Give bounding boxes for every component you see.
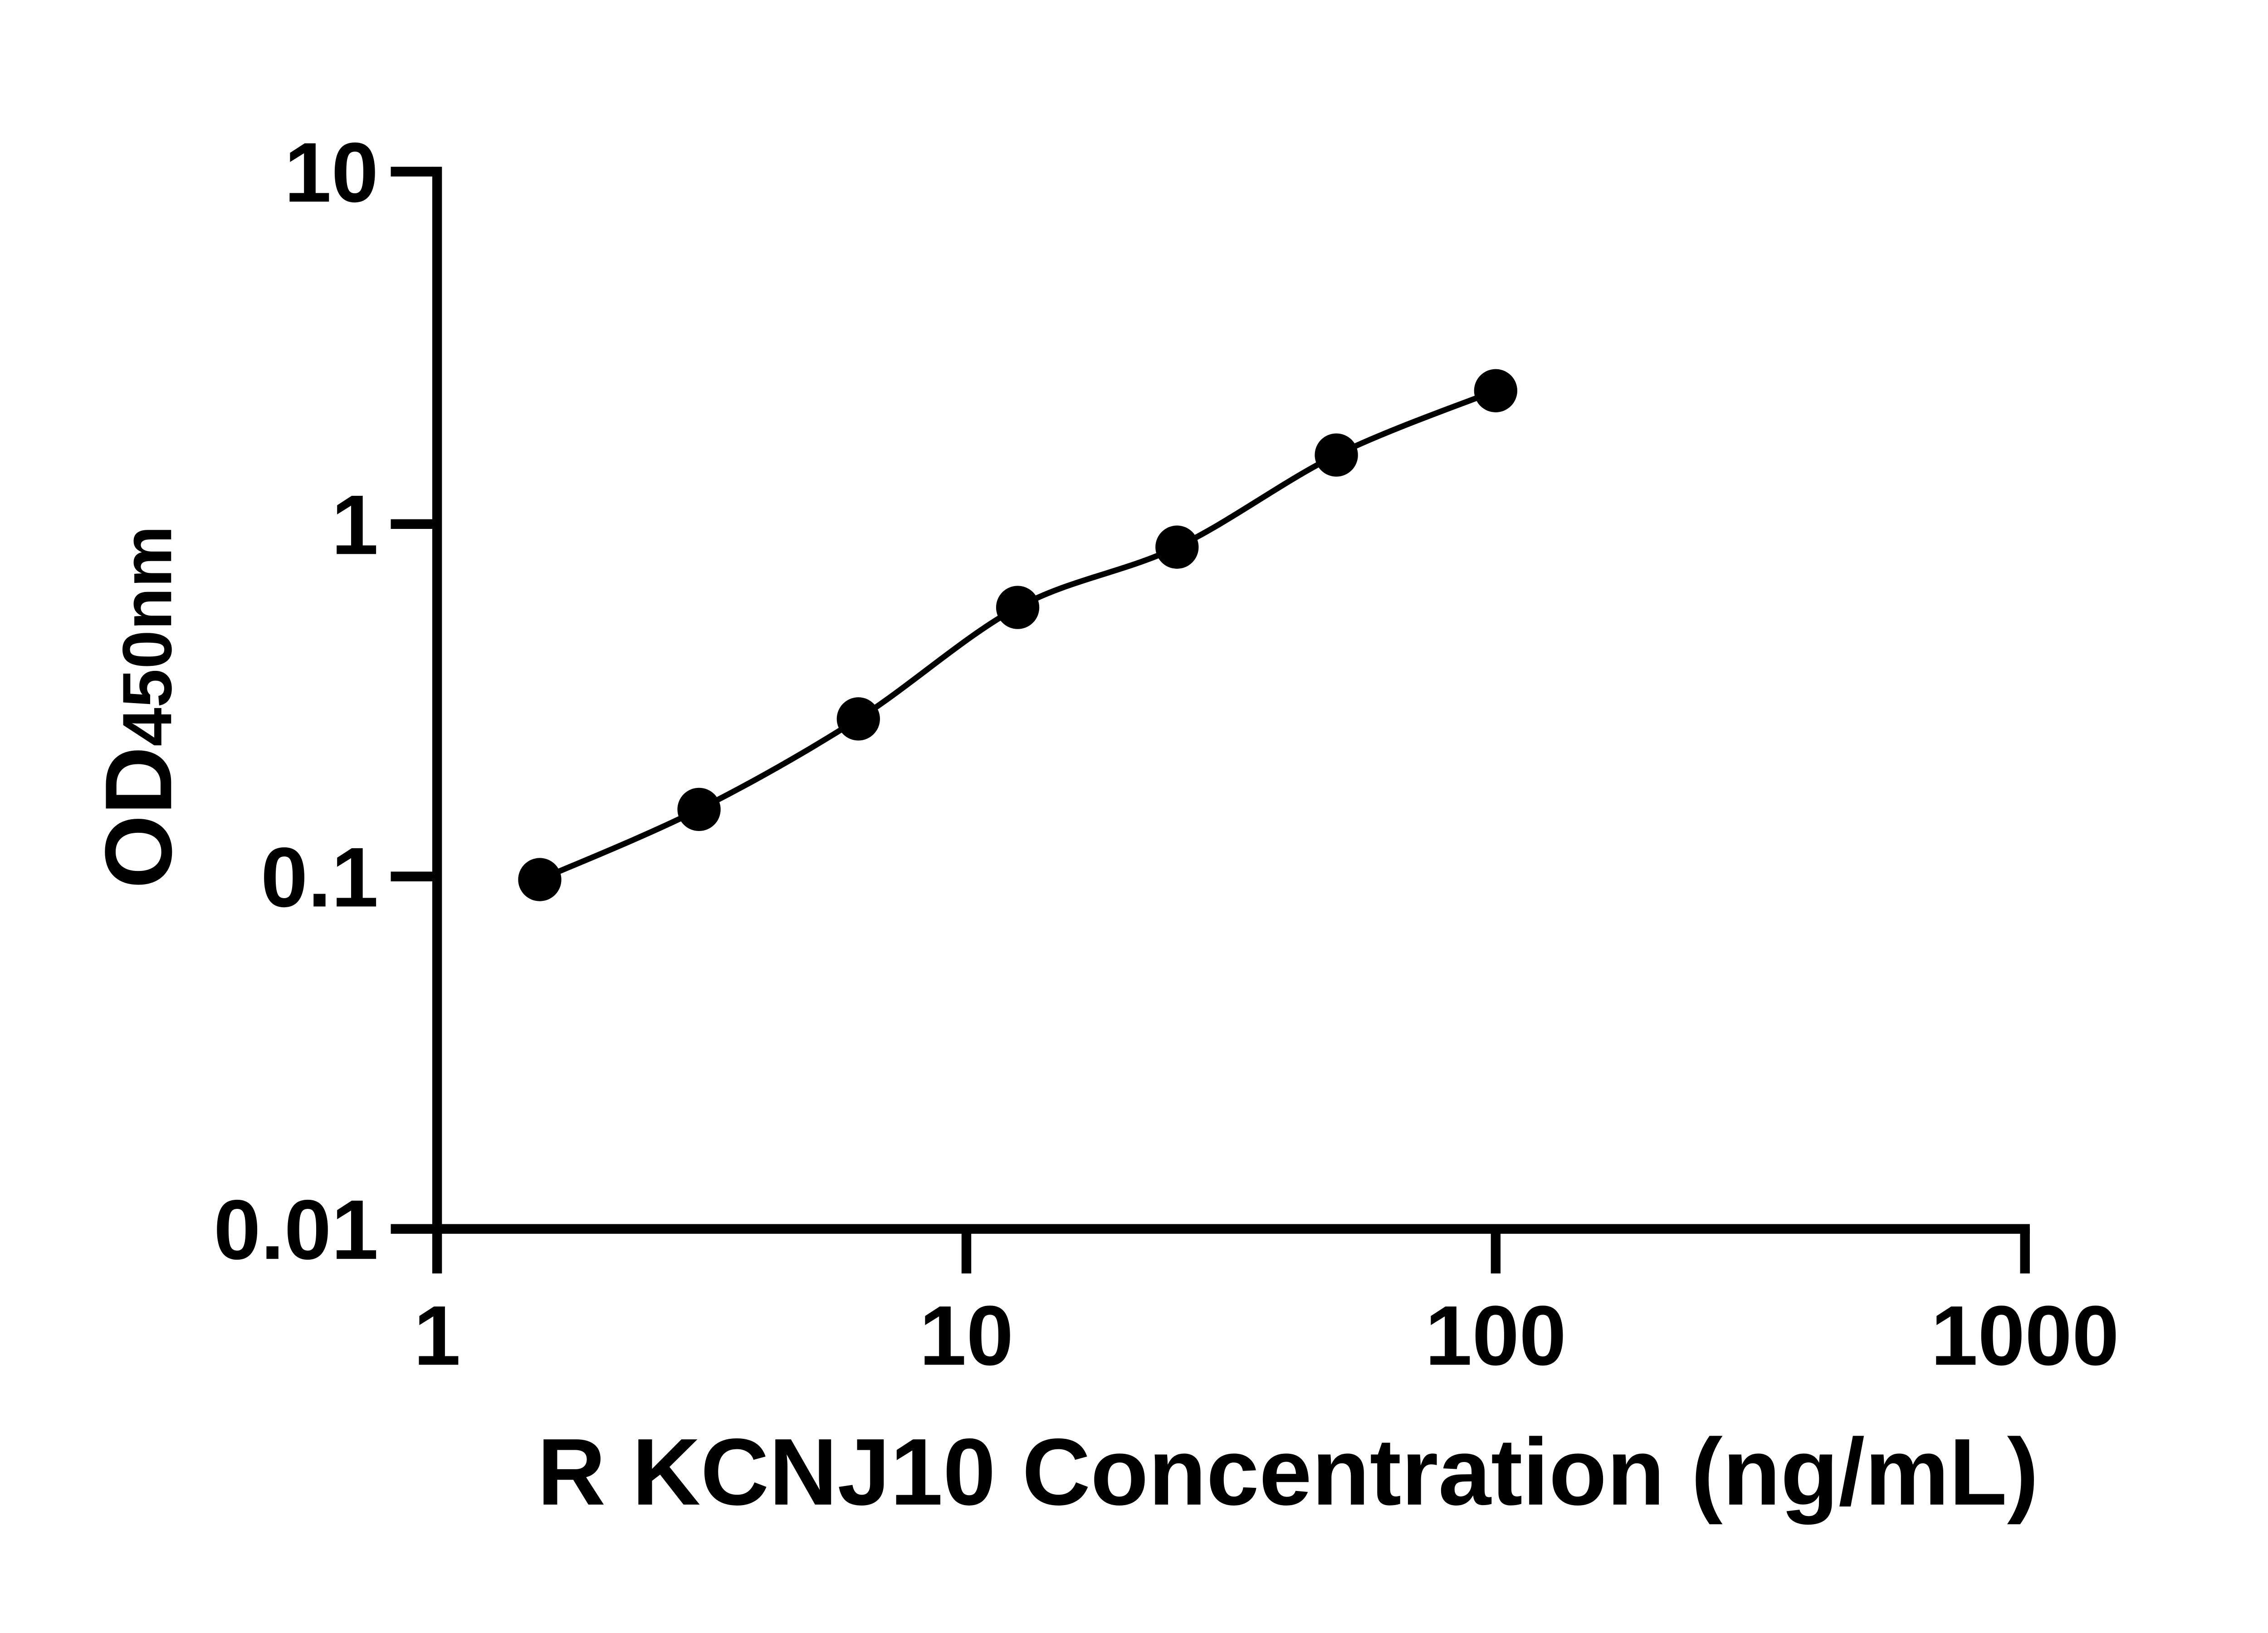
data-point-marker: [1155, 525, 1199, 569]
chart-background: [0, 22, 2268, 1611]
x-tick-label: 100: [1425, 1288, 1566, 1383]
x-axis-ticks: [432, 1229, 2030, 1274]
data-point-marker: [1474, 369, 1518, 412]
y-axis-tick-labels: 10 1 0.1 0.01: [214, 125, 378, 1277]
x-axis-title: R KCNJ10 Concentration (ng/mL): [537, 1419, 2038, 1525]
x-axis-tick-labels: 1 10 100 1000: [414, 1288, 2119, 1383]
x-tick-label: 1000: [1931, 1288, 2119, 1383]
data-point-marker: [677, 787, 721, 831]
data-point-marker: [518, 858, 562, 901]
y-axis-title-main: OD: [86, 746, 191, 889]
data-point-marker: [996, 586, 1040, 629]
y-axis-title: OD450nm: [86, 526, 191, 889]
y-tick-label: 0.1: [261, 830, 379, 924]
x-tick-label: 10: [919, 1288, 1014, 1383]
y-axis-ticks: [391, 166, 433, 1234]
data-points: [518, 369, 1518, 901]
y-tick-label: 0.01: [214, 1182, 378, 1277]
data-point-marker: [836, 697, 880, 741]
y-tick-label: 10: [284, 125, 379, 220]
x-tick-label: 1: [414, 1288, 461, 1383]
data-point-marker: [1315, 433, 1358, 477]
y-axis-title-subscript: 450nm: [108, 526, 186, 747]
y-tick-label: 1: [331, 477, 378, 572]
